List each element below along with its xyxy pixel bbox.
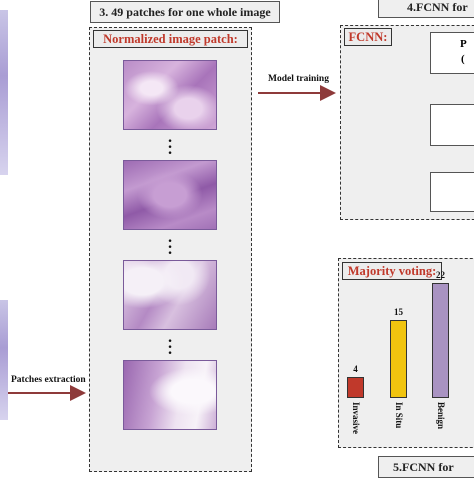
fcnn-layer-box-1: P (: [430, 32, 474, 74]
patch-panel-label: Normalized image patch:: [93, 30, 248, 48]
training-arrow-label: Model training: [268, 74, 329, 84]
step5-title: 5.FCNN for: [378, 456, 474, 478]
step4-title: 4.FCNN for: [378, 0, 474, 18]
fcnn-box-1-text2: (: [461, 53, 465, 65]
image-patch-2: [123, 160, 217, 230]
bar-category-label: Benign: [435, 402, 446, 430]
image-patch-4: [123, 360, 217, 430]
extraction-arrow-label: Patches extraction: [11, 375, 86, 385]
bar-value-label: 4: [353, 364, 358, 374]
fcnn-panel-label: FCNN:: [344, 28, 392, 46]
image-patch-1: [123, 60, 217, 130]
step3-title: 3. 49 patches for one whole image: [90, 1, 280, 23]
ellipsis-1: · · ·: [167, 133, 173, 162]
bar-benign: [432, 283, 449, 398]
fcnn-box-1-text: P: [460, 38, 467, 50]
image-patch-3: [123, 260, 217, 330]
bar-category-label: Invasive: [350, 402, 361, 435]
whole-image-fragment-bottom: [0, 300, 8, 420]
whole-image-fragment-top: [0, 10, 8, 175]
ellipsis-3: · · ·: [167, 333, 173, 362]
bar-in-situ: [390, 320, 407, 398]
ellipsis-2: · · ·: [167, 233, 173, 262]
bar-invasive: [347, 377, 364, 398]
bar-value-label: 15: [394, 307, 403, 317]
bar-category-label: In Situ: [393, 402, 404, 429]
fcnn-layer-box-2: [430, 104, 474, 146]
fcnn-layer-box-3: [430, 172, 474, 212]
voting-panel-label: Majority voting:: [342, 262, 442, 280]
bar-value-label: 22: [436, 270, 445, 280]
